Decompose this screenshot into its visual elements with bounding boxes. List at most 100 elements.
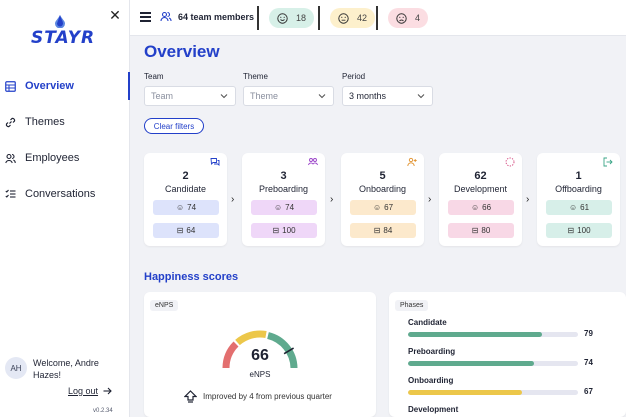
phase-score-row: Candidate 79 — [408, 318, 593, 338]
sidebar-item-conversations[interactable]: Conversations — [0, 176, 130, 212]
phase-score-chip: ☺ 66 — [448, 200, 514, 215]
phase-score: 61 — [580, 203, 590, 212]
arrow-right-icon — [103, 387, 112, 395]
inbox-icon: ⊟ — [176, 226, 184, 235]
phase-responses: 64 — [186, 226, 196, 235]
phase-score-track — [408, 390, 578, 395]
sidebar-item-themes[interactable]: Themes — [0, 104, 130, 140]
logout-label: Log out — [68, 386, 99, 396]
phase-score-value: 67 — [584, 387, 593, 396]
phase-score: 74 — [285, 203, 295, 212]
phase-responses-chip: ⊟ 84 — [350, 223, 416, 238]
phase-card-offboarding[interactable]: 1 Offboarding ☺ 61 ⊟ 100 — [537, 153, 620, 246]
logo-text: STAYR — [31, 28, 96, 48]
theme-select[interactable]: Theme — [243, 86, 334, 106]
chevron-right-icon: › — [330, 194, 334, 205]
user-block: AH Welcome, Andre Hazes! — [5, 357, 113, 381]
sad-count-pill[interactable]: 4 — [388, 8, 429, 28]
chevron-right-icon: › — [231, 194, 235, 205]
phase-name: Development — [453, 184, 508, 194]
team-members-label: 64 team members — [178, 11, 255, 22]
phase-count: 1 — [575, 170, 582, 182]
inbox-icon: ⊟ — [373, 226, 381, 235]
period-select-value: 3 months — [349, 91, 387, 101]
phase-name: Offboarding — [555, 184, 602, 194]
happy-face-icon: ☺ — [273, 203, 283, 212]
happy-face-icon: ☺ — [470, 203, 480, 212]
happy-count-pill[interactable]: 18 — [269, 8, 315, 28]
team-members[interactable]: 64 team members — [160, 11, 254, 22]
divider — [257, 6, 259, 30]
link-icon — [4, 116, 16, 128]
phase-card-onboarding[interactable]: 5 Onboarding ☺ 67 ⊟ 84 — [341, 153, 424, 246]
phase-score-chip: ☺ 74 — [153, 200, 219, 215]
chevron-down-icon — [318, 94, 326, 99]
sidebar-item-employees[interactable]: Employees — [0, 140, 130, 176]
theme-filter-label: Theme — [243, 72, 268, 81]
phase-score-name: Preboarding — [408, 347, 456, 356]
gauge-segment-yellow — [235, 330, 267, 346]
users-icon — [160, 11, 172, 22]
chevron-down-icon — [220, 94, 228, 99]
checklist-icon — [4, 188, 16, 200]
team-filter-label: Team — [144, 72, 164, 81]
neutral-count-pill[interactable]: 42 — [330, 8, 376, 28]
phase-responses-chip: ⊟ 100 — [546, 223, 612, 238]
logout-link[interactable]: Log out — [68, 386, 112, 396]
logo-drop-icon — [55, 15, 65, 28]
phase-score-value: 79 — [584, 329, 593, 338]
phases-panel: Phases Candidate 79 Preboarding 74 Onboa… — [389, 292, 626, 417]
theme-select-placeholder: Theme — [250, 91, 279, 101]
enps-value: 66 — [251, 347, 269, 364]
chevron-down-icon — [417, 94, 425, 99]
sidebar-item-label: Themes — [25, 116, 65, 128]
phase-score-bar — [408, 361, 534, 366]
spinner-icon — [505, 157, 515, 167]
phase-responses: 100 — [282, 226, 296, 235]
phase-score-name: Onboarding — [408, 376, 454, 385]
phase-name: Preboarding — [258, 184, 309, 194]
phase-score-name: Candidate — [408, 318, 447, 327]
phase-card-preboarding[interactable]: 3 Preboarding ☺ 74 ⊟ 100 — [242, 153, 325, 246]
period-select[interactable]: 3 months — [342, 86, 433, 106]
phase-card-development[interactable]: 62 Development ☺ 66 ⊟ 80 — [439, 153, 522, 246]
phase-responses-chip: ⊟ 80 — [448, 223, 514, 238]
phase-count: 5 — [379, 170, 386, 182]
top-bar: 64 team members 18 42 4 — [130, 0, 626, 36]
phase-name: Candidate — [164, 184, 207, 194]
handshake-icon — [308, 158, 318, 166]
inbox-icon: ⊟ — [567, 226, 575, 235]
sidebar-nav: Overview Themes Employees Conversations — [0, 68, 130, 212]
phase-score-row: Onboarding 67 — [408, 376, 593, 396]
divider — [376, 6, 378, 30]
team-select[interactable]: Team — [144, 86, 236, 106]
happy-count: 18 — [296, 13, 307, 23]
close-icon[interactable]: ✕ — [109, 7, 121, 23]
phase-responses: 80 — [481, 226, 491, 235]
phase-count: 62 — [474, 170, 487, 182]
enps-unit: eNPS — [249, 370, 271, 379]
user-greeting: Welcome, Andre Hazes! — [33, 358, 99, 380]
sidebar-item-overview[interactable]: Overview — [0, 68, 130, 104]
enps-gauge — [220, 325, 300, 373]
phase-score-bar — [408, 390, 522, 395]
phase-card-candidate[interactable]: 2 Candidate ☺ 74 ⊟ 64 — [144, 153, 227, 246]
exit-icon — [603, 157, 613, 167]
phase-score-track — [408, 332, 578, 337]
neutral-count: 42 — [357, 13, 368, 23]
gauge-segment-green — [266, 332, 298, 369]
trend-up-icon — [184, 390, 197, 403]
hamburger-menu-icon[interactable] — [140, 12, 151, 22]
user-plus-icon — [407, 157, 417, 167]
phase-count: 2 — [182, 170, 189, 182]
sidebar-item-label: Conversations — [25, 188, 96, 200]
avatar: AH — [5, 357, 27, 379]
happy-face-icon — [277, 12, 288, 24]
phase-responses: 100 — [577, 226, 591, 235]
team-select-placeholder: Team — [151, 91, 174, 101]
gauge-segment-red — [222, 341, 239, 369]
sidebar: ✕ STAYR Overview Themes Employees — [0, 0, 130, 417]
phase-score: 74 — [187, 203, 197, 212]
enps-improvement: Improved by 4 from previous quarter — [184, 390, 332, 403]
clear-filters-button[interactable]: Clear filters — [144, 118, 204, 134]
